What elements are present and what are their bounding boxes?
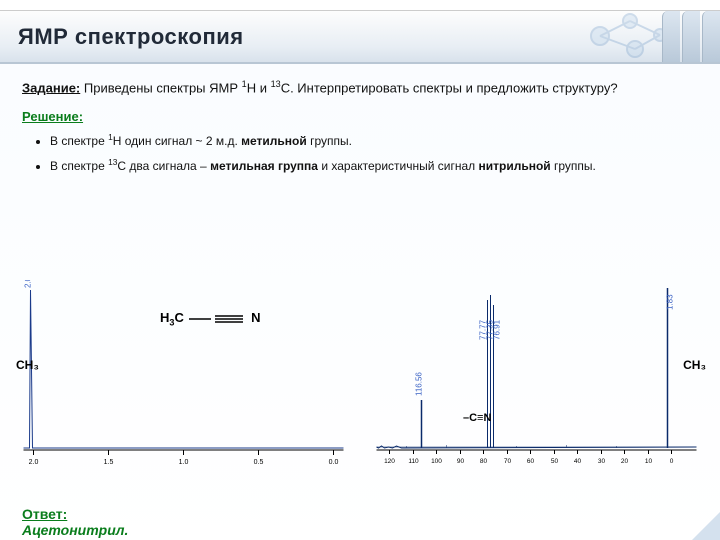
answer-label: Ответ: xyxy=(22,506,128,522)
svg-text:80: 80 xyxy=(480,458,488,465)
title-bar: ЯМР спектроскопия xyxy=(0,10,720,64)
svg-text:100: 100 xyxy=(431,458,442,465)
solution-item-2: В спектре 13C два сигнала – метильная гр… xyxy=(50,157,698,175)
task-label: Задание: xyxy=(22,80,80,95)
svg-text:1.5: 1.5 xyxy=(104,459,114,466)
corner-deco xyxy=(682,512,720,540)
title-tabs xyxy=(662,11,720,62)
h1-panel: CH₃ 2.0 1.5 1.0 0.5 0.0 2.02 xyxy=(10,280,357,480)
h1-peak-value: 2.02 xyxy=(24,280,33,288)
svg-text:50: 50 xyxy=(551,458,559,465)
c13-peak5: 1.83 xyxy=(666,294,675,310)
svg-text:60: 60 xyxy=(527,458,535,465)
svg-text:1.0: 1.0 xyxy=(179,459,189,466)
svg-text:2.0: 2.0 xyxy=(29,459,39,466)
svg-text:110: 110 xyxy=(408,458,419,465)
svg-text:0: 0 xyxy=(670,458,674,465)
c13-panel: CH₃ –C≡N 120 110 100 90 80 70 60 50 40 3… xyxy=(363,280,710,480)
svg-text:120: 120 xyxy=(384,458,395,465)
answer-value: Ацетонитрил. xyxy=(22,522,128,538)
h1-ch3-label: CH₃ xyxy=(16,358,39,372)
c13-peak4: 76.91 xyxy=(493,319,502,340)
svg-text:10: 10 xyxy=(645,458,653,465)
task-body2: H и xyxy=(247,80,271,95)
task-text: Задание: Приведены спектры ЯМР 1H и 13C.… xyxy=(22,78,698,97)
solution-item-1: В спектре 1H один сигнал ~ 2 м.д. метиль… xyxy=(50,132,698,150)
content-area: Задание: Приведены спектры ЯМР 1H и 13C.… xyxy=(0,64,720,191)
svg-text:0.5: 0.5 xyxy=(254,459,264,466)
h1-spectrum: 2.0 1.5 1.0 0.5 0.0 2.02 xyxy=(10,280,357,480)
tab-spacer xyxy=(682,11,700,62)
solution-list: В спектре 1H один сигнал ~ 2 м.д. метиль… xyxy=(50,132,698,175)
svg-text:30: 30 xyxy=(598,458,606,465)
slide-title: ЯМР спектроскопия xyxy=(18,24,244,50)
c13-cn-label: –C≡N xyxy=(463,412,491,424)
c13-spectrum: 120 110 100 90 80 70 60 50 40 30 20 10 0 xyxy=(363,280,710,480)
c13-ch3-label: CH₃ xyxy=(683,358,706,372)
tab-spacer xyxy=(702,11,720,62)
sup-13c: 13 xyxy=(271,79,281,89)
svg-text:40: 40 xyxy=(574,458,582,465)
task-body1: Приведены спектры ЯМР xyxy=(84,80,242,95)
spectra-row: CH₃ 2.0 1.5 1.0 0.5 0.0 2.02 CH₃ –C≡N xyxy=(10,280,710,480)
slide: ЯМР спектроскопия Задание: Приведены спе… xyxy=(0,10,720,540)
task-body3: C. Интерпретировать спектры и предложить… xyxy=(281,80,618,95)
svg-text:20: 20 xyxy=(621,458,629,465)
svg-text:70: 70 xyxy=(504,458,512,465)
svg-text:90: 90 xyxy=(457,458,465,465)
tab-spacer xyxy=(662,11,680,62)
c13-peak1: 116.56 xyxy=(415,372,424,396)
answer-block: Ответ: Ацетонитрил. xyxy=(22,506,128,538)
svg-text:0.0: 0.0 xyxy=(329,459,339,466)
solution-label: Решение: xyxy=(22,109,698,124)
